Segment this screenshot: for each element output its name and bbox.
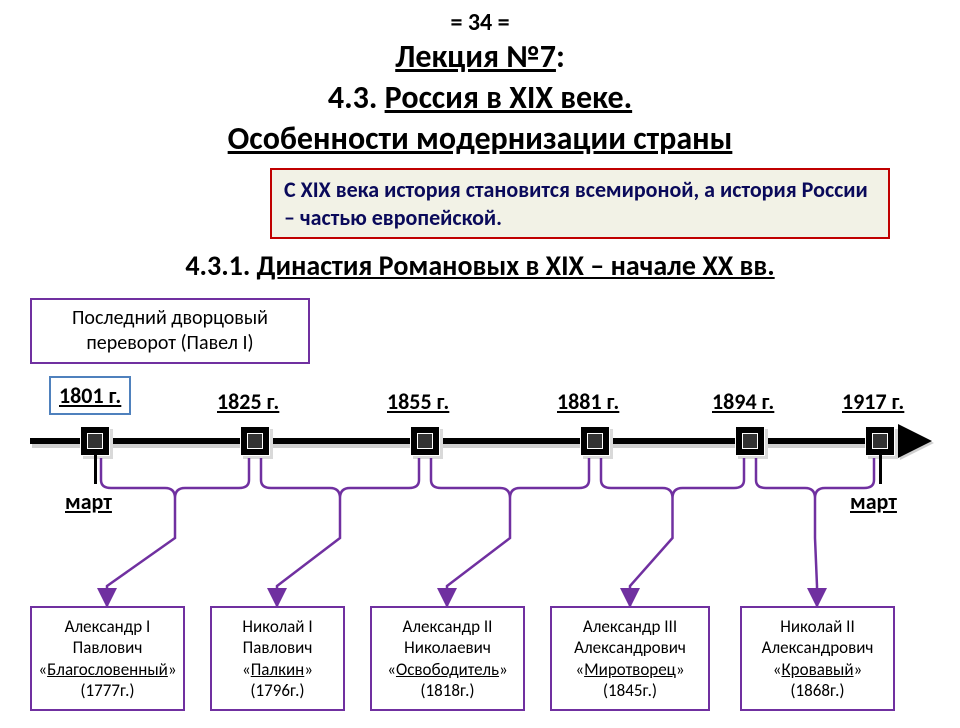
ruler-arrow bbox=[107, 498, 175, 606]
year-label: 1855 г. bbox=[387, 388, 449, 415]
ruler-birth: (1777г.) bbox=[36, 680, 179, 701]
ruler-nickname: «Палкин» bbox=[216, 659, 339, 680]
ruler-patronym: Николаевич bbox=[376, 637, 519, 658]
heading-line2: 4.3. Россия в XIX веке. bbox=[0, 78, 960, 117]
section-number: 4.3. bbox=[328, 78, 385, 117]
colon: : bbox=[556, 37, 565, 76]
timeline-marker bbox=[735, 426, 765, 456]
period-bracket bbox=[431, 458, 589, 498]
year-label: 1917 г. bbox=[842, 388, 904, 415]
timeline-marker bbox=[240, 426, 270, 456]
timeline-arrowhead bbox=[898, 424, 932, 458]
subsection-title: Династия Романовых в XIX – начале XX вв. bbox=[257, 248, 775, 283]
month-label: март bbox=[850, 488, 897, 515]
ruler-name: Александр II bbox=[376, 616, 519, 637]
year-label: 1881 г. bbox=[557, 388, 619, 415]
ruler-box: Николай IПавлович«Палкин»(1796г.) bbox=[210, 606, 345, 711]
timeline bbox=[30, 438, 930, 444]
timeline-tick bbox=[879, 454, 882, 484]
subsection-number: 4.3.1. bbox=[185, 248, 256, 283]
timeline-marker bbox=[580, 426, 610, 456]
ruler-name: Николай I bbox=[216, 616, 339, 637]
year-label: 1894 г. bbox=[712, 388, 774, 415]
timeline-line bbox=[30, 438, 900, 444]
ruler-name: Александр III bbox=[556, 616, 704, 637]
ruler-patronym: Александрович bbox=[556, 637, 704, 658]
ruler-nickname: «Благословенный» bbox=[36, 659, 179, 680]
period-bracket bbox=[261, 458, 419, 498]
section-title: Россия в XIX веке. bbox=[385, 78, 633, 117]
coup-callout: Последний дворцовый переворот (Павел I) bbox=[30, 298, 310, 364]
lecture-number: Лекция №7 bbox=[395, 37, 556, 76]
ruler-birth: (1868г.) bbox=[746, 680, 889, 701]
ruler-box: Николай IIАлександрович«Кровавый»(1868г.… bbox=[740, 606, 895, 711]
ruler-patronym: Павлович bbox=[216, 637, 339, 658]
month-label: март bbox=[65, 488, 112, 515]
period-bracket bbox=[101, 458, 249, 498]
ruler-nickname: «Освободитель» bbox=[376, 659, 519, 680]
year-label: 1825 г. bbox=[217, 388, 279, 415]
main-callout: С XIX века история становится всемироной… bbox=[270, 168, 890, 239]
ruler-arrow bbox=[277, 498, 340, 606]
ruler-name: Николай II bbox=[746, 616, 889, 637]
ruler-box: Александр IIIАлександрович«Миротворец»(1… bbox=[550, 606, 710, 711]
ruler-birth: (1796г.) bbox=[216, 680, 339, 701]
timeline-marker bbox=[410, 426, 440, 456]
ruler-name: Александр I bbox=[36, 616, 179, 637]
ruler-arrow bbox=[630, 498, 673, 606]
heading-line1: Лекция №7: bbox=[0, 37, 960, 76]
ruler-nickname: «Миротворец» bbox=[556, 659, 704, 680]
ruler-box: Александр IIНиколаевич«Освободитель»(181… bbox=[370, 606, 525, 711]
ruler-nickname: «Кровавый» bbox=[746, 659, 889, 680]
page-number: = 34 = bbox=[0, 8, 960, 37]
timeline-tick bbox=[94, 454, 97, 484]
timeline-marker bbox=[865, 426, 895, 456]
ruler-arrow bbox=[815, 498, 817, 606]
timeline-marker bbox=[80, 426, 110, 456]
ruler-arrow bbox=[447, 498, 510, 606]
subsection-heading: 4.3.1. Династия Романовых в XIX – начале… bbox=[0, 248, 960, 283]
ruler-birth: (1845г.) bbox=[556, 680, 704, 701]
ruler-patronym: Павлович bbox=[36, 637, 179, 658]
heading-line3: Особенности модернизации страны bbox=[0, 119, 960, 158]
ruler-patronym: Александрович bbox=[746, 637, 889, 658]
year-label: 1801 г. bbox=[49, 376, 131, 415]
ruler-birth: (1818г.) bbox=[376, 680, 519, 701]
ruler-box: Александр IПавлович«Благословенный»(1777… bbox=[30, 606, 185, 711]
period-bracket bbox=[601, 458, 744, 498]
